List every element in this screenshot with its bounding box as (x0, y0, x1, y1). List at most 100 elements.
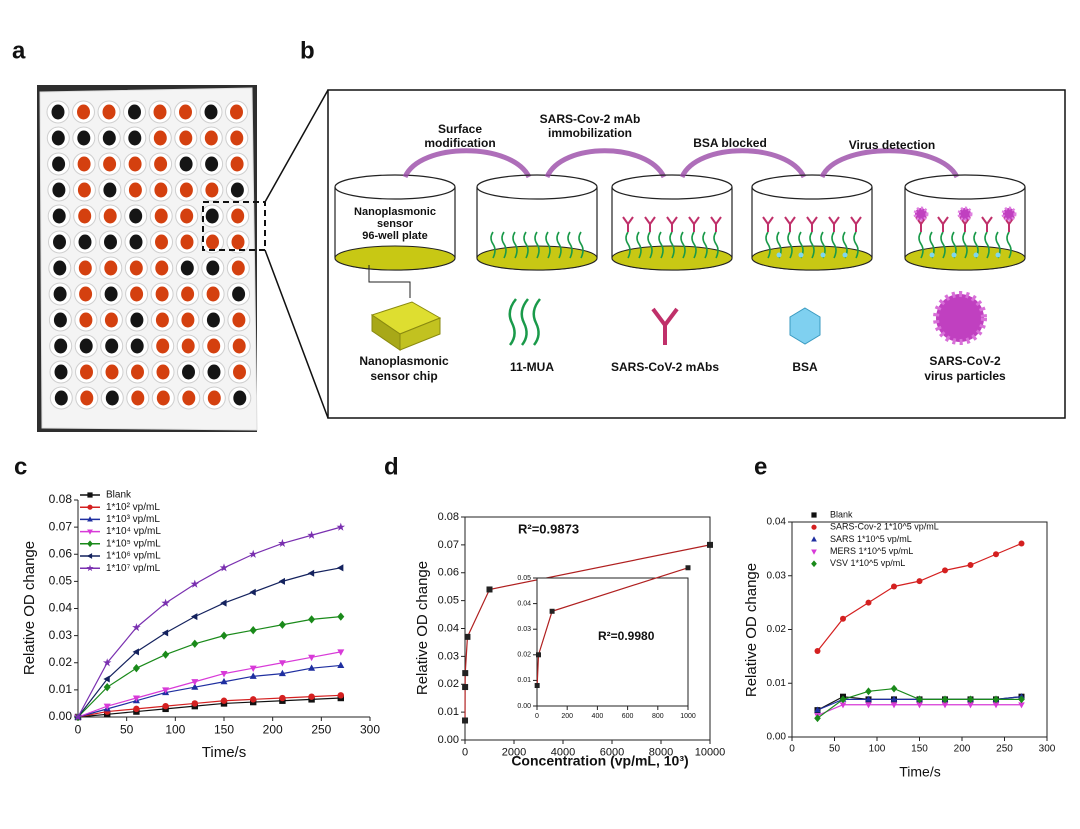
mua (765, 231, 771, 259)
well (78, 260, 92, 276)
data-point (249, 665, 257, 673)
data-point (278, 669, 286, 677)
well (206, 312, 220, 328)
diagram-label: Nanoplasmonic (359, 354, 449, 368)
legend-label: 1*10⁷ vp/mL (106, 563, 161, 574)
data-point (967, 702, 974, 709)
well (181, 338, 195, 354)
well (54, 364, 68, 380)
data-point (132, 664, 140, 673)
data-point (278, 660, 286, 667)
bsa (995, 252, 1001, 258)
well (205, 156, 219, 172)
x-tick-label: 200 (954, 744, 971, 755)
x-tick-label: 300 (1039, 744, 1056, 755)
step-arrow (402, 148, 532, 179)
fit-line (77, 651, 341, 718)
well (128, 130, 142, 146)
well (131, 390, 145, 406)
virus (913, 206, 929, 222)
well (104, 312, 118, 328)
mua (636, 231, 642, 259)
diagram-label: 11-MUA (510, 360, 554, 374)
well (129, 208, 143, 224)
well (130, 286, 144, 302)
bsa (820, 252, 826, 258)
y-tick-label: 0.00 (517, 703, 531, 710)
x-tick-label: 250 (996, 744, 1013, 755)
data-point (890, 702, 898, 709)
x-tick-label: 50 (120, 722, 134, 736)
mua-icon (532, 298, 541, 346)
well (131, 364, 144, 380)
y-tick-label: 0.07 (49, 519, 73, 533)
x-axis-label: Time/s (202, 744, 246, 761)
mua (647, 231, 653, 259)
diagram-label: sensor (377, 218, 414, 230)
data-point (132, 648, 139, 656)
dish-rim (476, 174, 598, 200)
data-point (814, 706, 821, 713)
well (130, 312, 144, 328)
y-tick-label: 0.02 (517, 652, 531, 659)
diagram-label: BSA blocked (693, 136, 767, 150)
well (207, 390, 221, 406)
data-point (279, 694, 286, 702)
virus-icon (933, 291, 987, 345)
well (153, 104, 167, 120)
data-point (190, 613, 198, 621)
mua (556, 231, 562, 259)
data-point (464, 633, 471, 640)
mua (1006, 231, 1012, 259)
x-tick-label: 250 (311, 722, 331, 736)
mua (940, 231, 946, 259)
legend-label: 1*10² vp/mL (106, 502, 160, 513)
step-arrow (544, 148, 667, 179)
data-point (102, 658, 112, 667)
well (233, 364, 246, 380)
y-tick-label: 0.01 (438, 706, 459, 718)
mua (853, 231, 859, 259)
well (206, 286, 220, 302)
antibody (828, 216, 840, 232)
antibody (850, 216, 862, 232)
well (180, 260, 194, 276)
antibody (688, 216, 700, 232)
x-axis-label: Time/s (899, 764, 940, 780)
data-point (191, 679, 199, 686)
data-point (890, 684, 898, 693)
well (52, 156, 66, 172)
data-point (865, 599, 872, 606)
well (104, 286, 118, 302)
data-point (839, 702, 847, 709)
well (207, 364, 221, 380)
x-tick-label: 1000 (680, 713, 696, 720)
data-point (337, 661, 345, 669)
antibody (806, 216, 818, 232)
legend-marker (811, 512, 817, 518)
data-point (1018, 695, 1025, 704)
y-tick-label: 0.02 (767, 624, 787, 635)
data-point (890, 695, 898, 702)
data-point (250, 696, 257, 703)
bsa (973, 252, 979, 258)
well (79, 338, 93, 354)
panel-label: a (12, 37, 26, 64)
data-point (103, 683, 111, 692)
data-point (336, 522, 346, 531)
well (154, 182, 168, 198)
y-tick-label: 0.03 (767, 570, 787, 581)
legend-label: 1*10⁶ vp/mL (106, 551, 161, 562)
data-point (814, 714, 821, 723)
well (102, 130, 116, 146)
dish-bottom (334, 245, 456, 271)
x-tick-label: 600 (622, 713, 634, 720)
mua (534, 231, 540, 259)
annotation: R²=0.9980 (598, 629, 655, 643)
mua (809, 231, 815, 259)
data-point (536, 652, 542, 658)
mua (658, 231, 664, 259)
data-point (220, 631, 228, 640)
